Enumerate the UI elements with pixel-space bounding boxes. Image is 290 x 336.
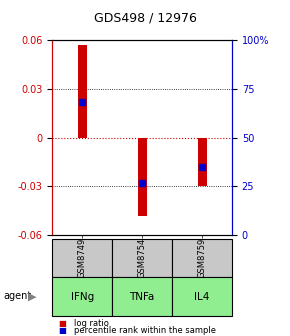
Bar (137, 138, 146, 216)
Bar (197, 138, 206, 186)
Text: percentile rank within the sample: percentile rank within the sample (74, 327, 216, 335)
FancyBboxPatch shape (112, 239, 172, 277)
Text: log ratio: log ratio (74, 319, 109, 328)
Text: GDS498 / 12976: GDS498 / 12976 (94, 12, 196, 25)
Text: ▶: ▶ (28, 291, 36, 301)
Text: GSM8754: GSM8754 (137, 238, 147, 278)
Text: agent: agent (3, 291, 31, 301)
Text: GSM8749: GSM8749 (78, 238, 87, 278)
Text: IL4: IL4 (194, 292, 210, 301)
Text: TNFa: TNFa (129, 292, 155, 301)
Text: IFNg: IFNg (70, 292, 94, 301)
Text: ■: ■ (58, 327, 66, 335)
Bar (78, 45, 87, 138)
FancyBboxPatch shape (52, 277, 112, 316)
Text: GSM8759: GSM8759 (197, 238, 206, 278)
FancyBboxPatch shape (52, 239, 112, 277)
FancyBboxPatch shape (112, 277, 172, 316)
FancyBboxPatch shape (172, 239, 232, 277)
Text: ■: ■ (58, 319, 66, 328)
FancyBboxPatch shape (172, 277, 232, 316)
